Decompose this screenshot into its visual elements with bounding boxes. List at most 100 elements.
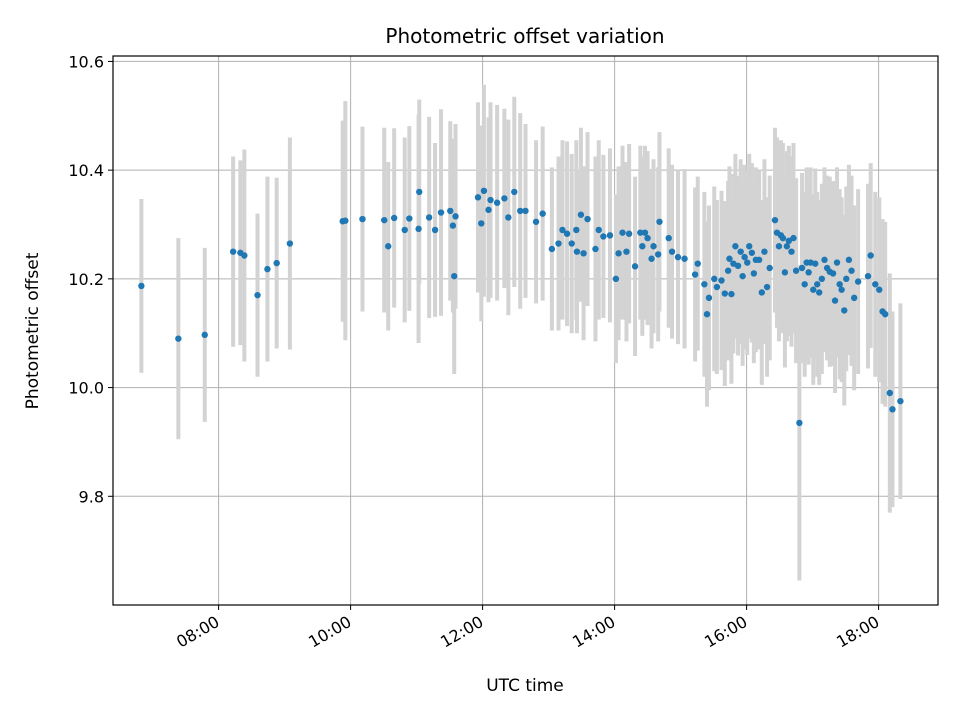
y-axis-ticks: 9.8 10.0 10.2 10.4 10.6 — [68, 52, 113, 506]
y-tick-label: 9.8 — [79, 487, 104, 506]
data-point — [755, 256, 763, 264]
data-point — [447, 207, 454, 215]
data-point — [766, 264, 773, 272]
data-point — [493, 199, 501, 206]
y-axis-label: Photometric offset — [23, 252, 43, 409]
data-point — [792, 267, 800, 274]
data-point — [573, 226, 580, 234]
data-point — [485, 206, 492, 214]
data-point — [654, 251, 662, 258]
data-point — [451, 272, 458, 280]
data-point — [721, 290, 729, 297]
data-point — [701, 281, 708, 288]
data-point — [836, 281, 843, 288]
data-point — [783, 243, 791, 250]
data-point — [838, 286, 845, 293]
data-point — [637, 229, 644, 236]
data-point — [606, 232, 614, 239]
data-point — [619, 229, 626, 236]
data-point — [801, 281, 808, 288]
data-point — [665, 234, 672, 242]
data-point — [437, 209, 445, 216]
y-tick-label: 10.2 — [68, 270, 104, 289]
data-point — [779, 234, 787, 242]
data-point — [522, 207, 529, 215]
data-point — [229, 248, 237, 255]
data-point — [850, 294, 858, 302]
data-point — [882, 310, 889, 318]
data-point — [406, 215, 413, 222]
data-point — [449, 222, 457, 229]
data-point — [728, 290, 735, 298]
data-point — [831, 297, 839, 304]
data-point — [431, 226, 439, 234]
data-point — [867, 252, 874, 259]
data-point — [264, 265, 271, 273]
data-point — [532, 218, 540, 225]
data-point — [577, 211, 585, 218]
data-point — [726, 255, 733, 262]
data-point — [763, 283, 771, 291]
data-point — [539, 210, 546, 217]
data-point — [452, 213, 459, 220]
data-point — [415, 225, 422, 233]
data-point — [416, 188, 423, 196]
data-point — [600, 233, 607, 240]
data-point — [425, 214, 433, 221]
data-point — [775, 243, 783, 250]
data-points — [138, 187, 904, 427]
data-point — [761, 248, 768, 255]
data-point — [821, 256, 828, 264]
data-point — [612, 275, 620, 283]
data-point — [681, 255, 688, 262]
data-point — [703, 310, 711, 318]
data-point — [889, 406, 896, 413]
data-point — [381, 216, 388, 224]
data-point — [694, 260, 701, 267]
data-point — [580, 250, 587, 257]
data-point — [631, 263, 639, 270]
data-point — [254, 291, 261, 299]
data-point — [691, 271, 699, 278]
data-point — [644, 234, 651, 242]
data-point — [796, 419, 803, 427]
data-point — [713, 283, 721, 291]
data-point — [758, 289, 765, 296]
data-point — [568, 240, 575, 247]
data-point — [487, 196, 494, 204]
data-point — [737, 248, 744, 255]
data-point — [724, 267, 732, 274]
data-point — [584, 215, 591, 223]
data-point — [750, 270, 758, 277]
data-point — [788, 248, 795, 255]
data-point — [480, 187, 488, 195]
data-point — [641, 229, 649, 236]
data-point — [273, 259, 280, 267]
data-point — [517, 207, 524, 215]
data-point — [841, 307, 848, 314]
data-point — [668, 248, 676, 255]
data-point — [785, 237, 793, 245]
data-point — [648, 255, 655, 262]
data-point — [511, 188, 518, 196]
data-point — [625, 230, 633, 237]
data-point — [739, 272, 746, 280]
data-point — [845, 256, 853, 264]
data-point — [771, 216, 779, 224]
data-point — [718, 277, 725, 284]
data-point — [592, 245, 599, 253]
data-point — [812, 260, 819, 267]
data-point — [201, 331, 208, 339]
data-point — [615, 250, 622, 257]
data-point — [559, 226, 566, 234]
chart-title: Photometric offset variation — [385, 24, 664, 48]
y-tick-label: 10.6 — [68, 52, 104, 71]
data-point — [501, 195, 508, 202]
data-point — [705, 294, 713, 302]
data-point — [563, 230, 571, 237]
data-point — [872, 281, 879, 288]
data-point — [854, 278, 862, 285]
data-point — [639, 243, 646, 250]
data-point — [876, 286, 883, 293]
